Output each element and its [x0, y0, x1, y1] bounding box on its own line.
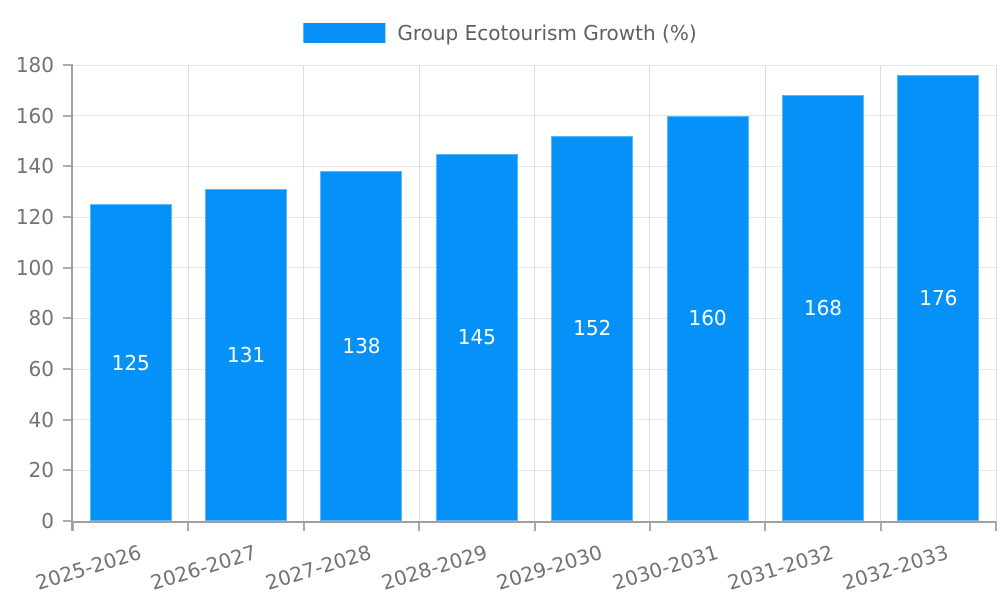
- bar-value-label: 176: [919, 286, 958, 311]
- y-tick-label: 0: [41, 509, 54, 533]
- y-tick-label: 40: [28, 407, 54, 432]
- y-tick: [63, 520, 73, 522]
- v-gridline: [187, 65, 189, 521]
- x-tick: [648, 521, 651, 531]
- y-tick-label: 80: [28, 306, 54, 331]
- v-gridline: [764, 65, 766, 521]
- bar-value-label: 125: [111, 350, 150, 375]
- y-tick: [63, 266, 73, 269]
- y-tick: [63, 114, 73, 117]
- y-tick: [63, 418, 73, 421]
- bar-value-label: 152: [573, 316, 612, 341]
- v-gridline: [534, 65, 535, 521]
- x-axis-line: [71, 521, 996, 523]
- bar[interactable]: [551, 135, 634, 521]
- v-gridline: [880, 65, 882, 521]
- y-tick: [63, 317, 73, 320]
- y-tick: [63, 216, 73, 218]
- y-tick: [63, 368, 73, 370]
- y-tick-label: 100: [15, 255, 54, 280]
- legend-swatch[interactable]: [303, 23, 386, 43]
- y-tick-label: 20: [28, 458, 54, 483]
- bar-value-label: 138: [342, 334, 381, 359]
- v-gridline: [995, 65, 997, 521]
- x-tick: [302, 521, 305, 531]
- x-tick: [72, 521, 74, 531]
- y-tick-label: 180: [15, 53, 54, 77]
- x-tick: [995, 521, 997, 531]
- v-gridline: [649, 65, 651, 521]
- x-tick: [764, 521, 767, 531]
- y-axis-line: [71, 65, 73, 531]
- v-gridline: [418, 65, 420, 521]
- bar[interactable]: [666, 115, 749, 521]
- legend-label: Group Ecotourism Growth (%): [397, 21, 697, 45]
- bar[interactable]: [435, 153, 518, 521]
- bar-value-label: 160: [688, 306, 727, 331]
- y-tick-label: 160: [15, 103, 54, 128]
- y-tick: [63, 64, 73, 66]
- bar[interactable]: [205, 189, 288, 521]
- y-tick-label: 120: [15, 205, 54, 229]
- y-tick-label: 140: [15, 154, 54, 179]
- x-tick: [187, 521, 190, 531]
- bar-value-label: 145: [457, 325, 496, 350]
- y-tick: [63, 469, 73, 472]
- bar[interactable]: [320, 171, 403, 521]
- x-tick: [418, 521, 421, 531]
- bar[interactable]: [89, 204, 172, 521]
- bar-value-label: 168: [803, 296, 843, 321]
- x-tick: [879, 521, 882, 531]
- bar[interactable]: [897, 75, 980, 521]
- y-tick: [63, 165, 73, 168]
- bar[interactable]: [781, 95, 864, 521]
- v-gridline: [303, 65, 305, 521]
- x-tick: [533, 521, 536, 531]
- legend[interactable]: Group Ecotourism Growth (%): [303, 21, 697, 45]
- y-tick-label: 60: [28, 357, 54, 381]
- bar-value-label: 131: [226, 343, 266, 368]
